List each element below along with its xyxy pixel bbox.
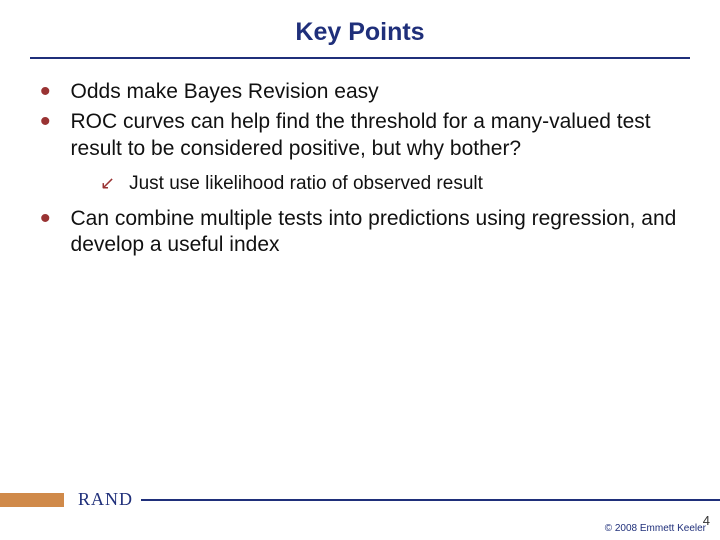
bullet-item: • Odds make Bayes Revision easy bbox=[40, 79, 680, 105]
bullet-list: • Odds make Bayes Revision easy • ROC curve… bbox=[30, 79, 690, 258]
bullet-item: • ROC curves can help find the threshold … bbox=[40, 109, 680, 162]
slide: Key Points • Odds make Bayes Revision eas… bbox=[0, 0, 720, 540]
bullet-text: ROC curves can help find the threshold f… bbox=[71, 109, 680, 162]
sub-bullet-text: Just use likelihood ratio of observed re… bbox=[129, 172, 680, 196]
bullet-dot-icon: • bbox=[40, 115, 51, 162]
arrow-icon: ↙ bbox=[100, 172, 115, 196]
bullet-dot-icon: • bbox=[40, 85, 51, 105]
footer-accent-block bbox=[0, 493, 64, 507]
title-rule bbox=[30, 57, 690, 59]
footer-rule bbox=[141, 499, 720, 501]
copyright: © 2008 Emmett Keeler bbox=[605, 523, 706, 534]
slide-title: Key Points bbox=[30, 18, 690, 47]
bullet-text: Odds make Bayes Revision easy bbox=[71, 79, 680, 105]
bullet-item: • Can combine multiple tests into predict… bbox=[40, 206, 680, 259]
bullet-text: Can combine multiple tests into predicti… bbox=[71, 206, 680, 259]
footer-brand: RAND bbox=[78, 489, 133, 510]
footer-bar: RAND bbox=[0, 489, 720, 510]
sub-bullet-item: ↙ Just use likelihood ratio of observed r… bbox=[100, 172, 680, 196]
footer: RAND 4 bbox=[0, 489, 720, 510]
bullet-dot-icon: • bbox=[40, 212, 51, 259]
